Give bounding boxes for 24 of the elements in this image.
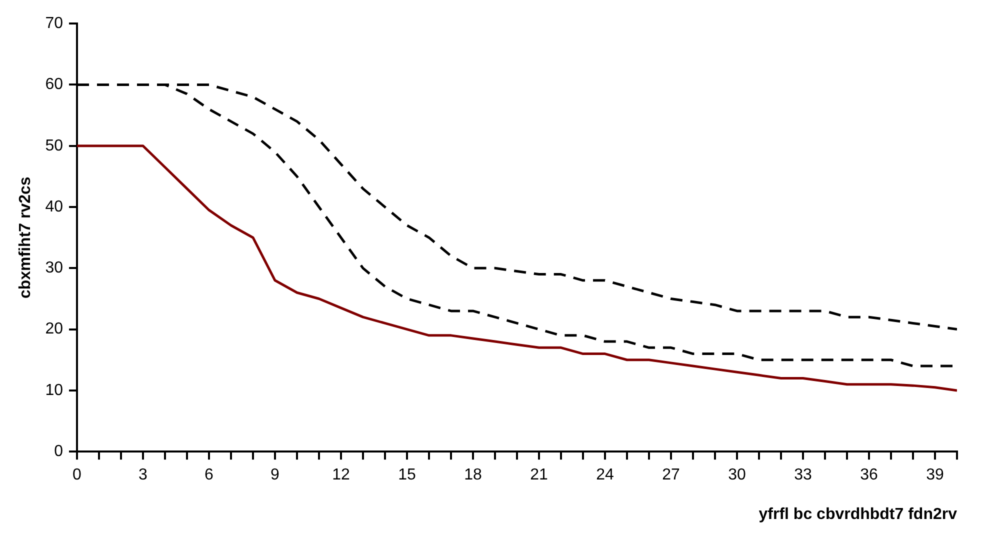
x-tick-label: 6 <box>204 466 214 484</box>
x-tick-label: 36 <box>860 466 878 484</box>
y-tick-label: 70 <box>45 15 64 32</box>
x-tick-label: 3 <box>138 466 148 484</box>
x-tick-label: 0 <box>72 466 82 484</box>
x-tick-label: 21 <box>530 466 548 484</box>
x-tick-label: 18 <box>464 466 482 484</box>
x-tick-label: 27 <box>662 466 680 484</box>
y-tick-label: 0 <box>54 443 64 460</box>
x-tick-label: 24 <box>596 466 614 484</box>
x-tick-label: 15 <box>398 466 416 484</box>
x-tick-label: 30 <box>728 466 746 484</box>
y-tick-label: 60 <box>45 76 64 94</box>
y-tick-label: 10 <box>45 382 64 399</box>
y-tick-label: 30 <box>45 260 64 277</box>
x-tick-label: 39 <box>926 466 944 484</box>
x-tick-label: 12 <box>332 466 350 484</box>
x-axis-title: yfrfl bc cbvrdhbdt7 fdn2rv <box>758 506 958 523</box>
y-tick-label: 20 <box>45 320 64 338</box>
y-tick-label: 40 <box>45 198 64 216</box>
x-tick-label: 33 <box>794 466 812 484</box>
y-axis-title: cbxmfiht7 rv2cs <box>17 176 34 299</box>
x-tick-label: 9 <box>270 466 280 484</box>
y-tick-label: 50 <box>45 137 64 154</box>
